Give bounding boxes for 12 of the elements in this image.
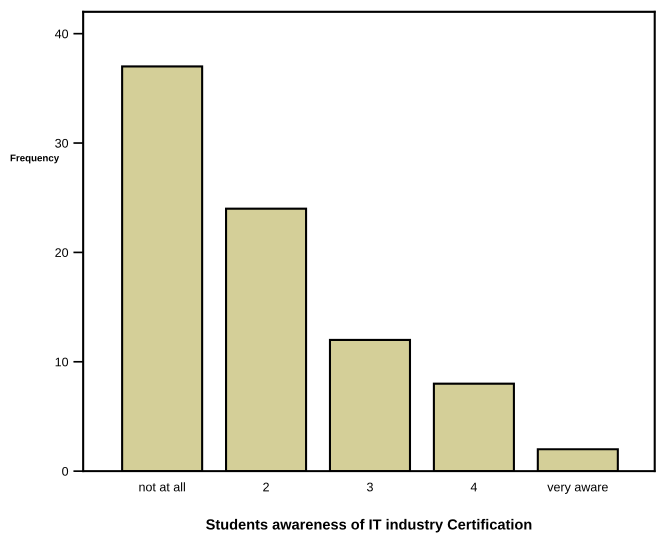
x-tick-label: 4: [470, 482, 478, 492]
x-tick-label: 2: [263, 482, 269, 492]
x-axis-title: Students awareness of IT industry Certification: [206, 518, 532, 532]
x-tick-label: very aware: [547, 484, 608, 494]
x-tick-label: not at all: [139, 482, 185, 492]
y-tick-label: 10: [56, 358, 68, 366]
y-tick-label: 20: [55, 248, 68, 258]
y-tick-label: 0: [62, 466, 68, 476]
x-tick-label: 3: [366, 482, 373, 492]
y-tick-label: 40: [54, 29, 68, 38]
y-axis-title: Frequency: [10, 154, 60, 164]
y-tick-label: 30: [55, 138, 68, 148]
